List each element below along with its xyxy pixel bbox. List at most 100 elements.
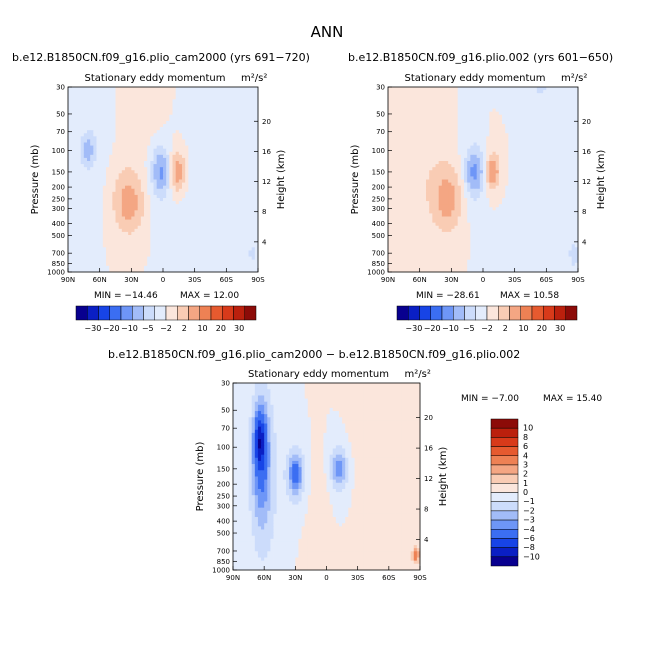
field-cell	[87, 154, 91, 159]
field-cell	[226, 151, 230, 156]
field-cell	[492, 139, 497, 143]
field-cell	[210, 108, 215, 113]
field-cell	[394, 148, 398, 153]
field-cell	[137, 265, 142, 270]
field-cell	[470, 102, 474, 106]
field-cell	[178, 117, 183, 122]
field-cell	[220, 108, 224, 113]
y-right-tick-label: 16	[262, 148, 271, 156]
field-cell	[555, 99, 560, 103]
field-cell	[121, 120, 126, 125]
field-cell	[476, 99, 481, 103]
field-cell	[144, 198, 148, 202]
field-cell	[77, 216, 82, 220]
field-cell	[150, 268, 154, 273]
field-cell	[178, 244, 183, 248]
field-cell	[213, 105, 218, 109]
field-cell	[555, 90, 560, 94]
field-cell	[574, 105, 579, 109]
field-cell	[131, 142, 135, 146]
field-cell	[213, 194, 218, 199]
field-cell	[185, 256, 189, 261]
field-cell	[574, 96, 579, 100]
field-cell	[125, 222, 129, 227]
field-cell	[74, 238, 78, 242]
field-cell	[232, 157, 237, 162]
field-cell	[229, 145, 234, 150]
field-cell	[413, 96, 417, 100]
y-tick-label: 850	[52, 260, 65, 268]
field-cell	[514, 133, 519, 137]
field-cell	[77, 253, 82, 257]
field-cell	[137, 259, 142, 264]
field-cell	[175, 265, 180, 270]
field-cell	[112, 219, 116, 224]
field-cell	[191, 167, 196, 171]
field-cell	[90, 173, 94, 177]
field-cell	[403, 124, 408, 128]
field-cell	[188, 191, 192, 196]
field-cell	[226, 198, 230, 202]
field-cell	[156, 164, 161, 168]
field-cell	[213, 247, 218, 251]
field-cell	[163, 228, 167, 233]
field-cell	[188, 247, 192, 251]
field-cell	[422, 117, 427, 122]
field-cell	[460, 102, 465, 106]
field-cell	[134, 185, 139, 190]
field-cell	[245, 161, 249, 165]
field-cell	[188, 210, 192, 214]
field-cell	[397, 96, 402, 100]
field-cell	[172, 253, 177, 257]
field-cell	[239, 157, 243, 162]
field-cell	[159, 105, 164, 109]
field-cell	[182, 225, 186, 230]
field-cell	[144, 145, 148, 150]
field-cell	[251, 111, 256, 116]
field-cell	[400, 151, 405, 156]
field-cell	[197, 102, 202, 106]
field-cell	[226, 145, 230, 150]
field-cell	[74, 105, 78, 109]
field-cell	[68, 161, 72, 165]
field-cell	[223, 244, 227, 248]
field-cell	[163, 117, 167, 122]
field-cell	[486, 120, 490, 125]
field-cell	[125, 154, 129, 159]
field-cell	[96, 139, 101, 143]
field-cell	[102, 194, 107, 199]
field-cell	[492, 148, 497, 153]
field-cell	[134, 182, 139, 187]
field-cell	[71, 182, 75, 187]
field-cell	[121, 194, 126, 199]
field-cell	[207, 201, 211, 205]
field-cell	[568, 108, 573, 113]
field-cell	[242, 185, 246, 190]
field-cell	[99, 151, 104, 156]
field-cell	[191, 170, 196, 174]
field-cell	[118, 219, 123, 224]
field-cell	[188, 111, 192, 116]
field-cell	[514, 117, 519, 122]
field-cell	[549, 142, 554, 146]
field-cell	[163, 154, 167, 159]
field-cell	[159, 108, 164, 113]
field-cell	[400, 96, 405, 100]
field-cell	[191, 136, 196, 140]
field-cell	[106, 120, 110, 125]
field-cell	[185, 185, 189, 190]
field-cell	[147, 114, 151, 119]
field-cell	[251, 164, 256, 168]
field-cell	[543, 139, 547, 143]
field-cell	[235, 210, 240, 214]
field-cell	[163, 133, 167, 137]
field-cell	[226, 204, 230, 208]
field-cell	[115, 228, 120, 233]
field-cell	[185, 161, 189, 165]
field-cell	[505, 130, 509, 134]
field-cell	[125, 145, 129, 150]
field-cell	[106, 108, 110, 113]
field-cell	[248, 167, 253, 171]
field-cell	[197, 133, 202, 137]
field-cell	[254, 133, 259, 137]
